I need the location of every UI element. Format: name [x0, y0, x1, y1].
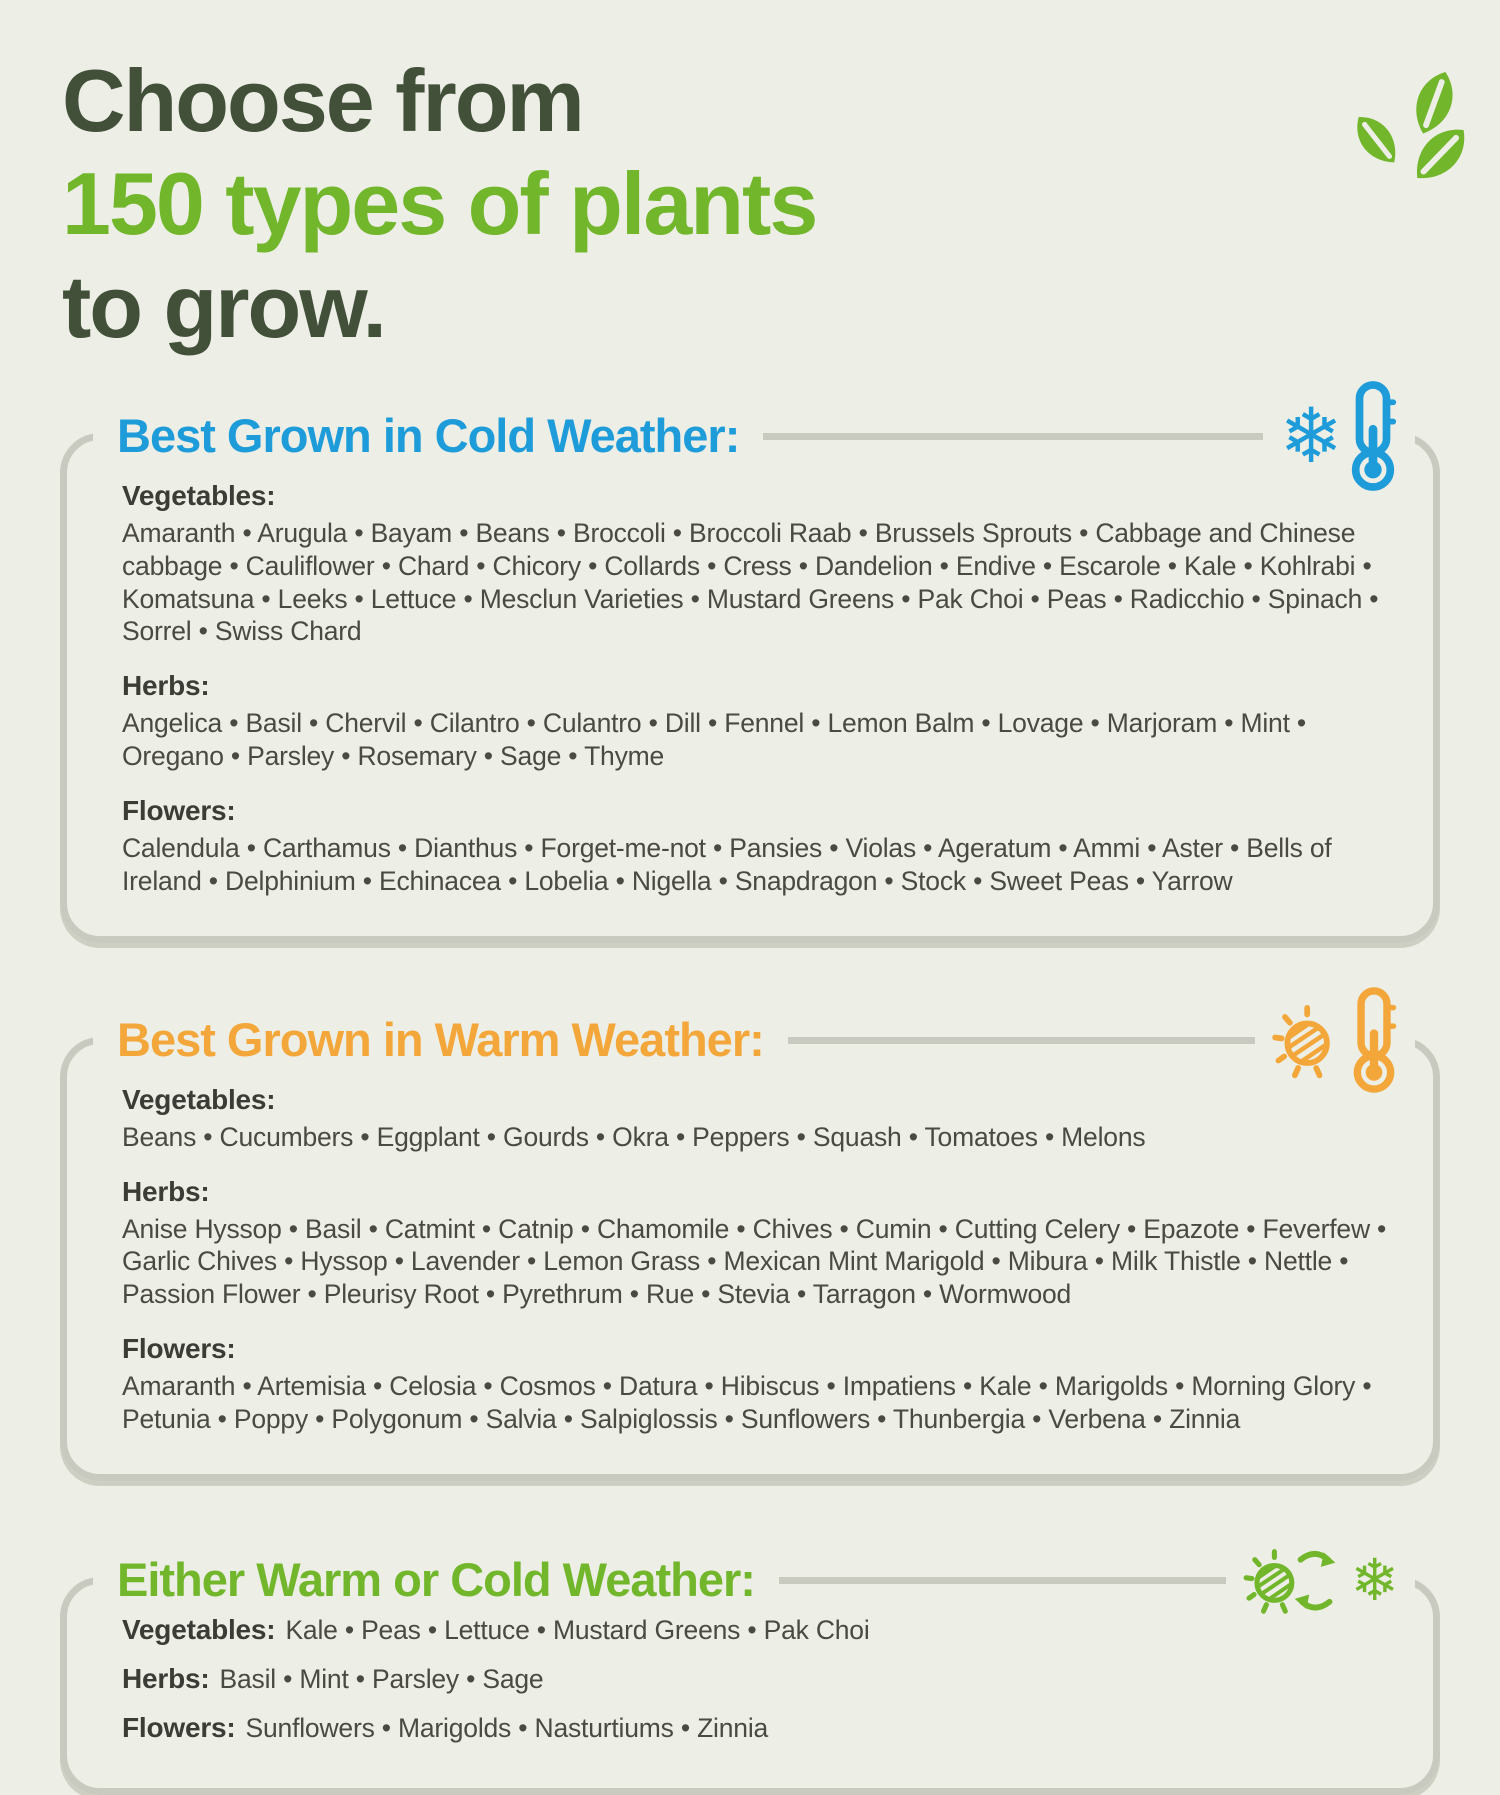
group-label: Flowers: — [122, 1711, 236, 1743]
section-heading: Best Grown in Cold Weather: — [93, 408, 764, 464]
group-items: Sunflowers • Marigolds • Nasturtiums • Z… — [245, 1712, 769, 1743]
group-label: Flowers: — [122, 795, 236, 827]
sun-cycle-icon — [1243, 1549, 1336, 1614]
plant-group: Flowers: Amaranth • Artemisia • Celosia •… — [122, 1333, 1387, 1436]
infographic-page: { "colors": { "background": "#EDEEE6", "… — [0, 50, 1500, 1795]
snowflake-thermometer-icon: ❄ — [1263, 377, 1415, 494]
group-items: Angelica • Basil • Chervil • Cilantro • … — [122, 708, 1306, 772]
sun-snowflake-cycle-icon: ❄ — [1226, 1534, 1415, 1625]
plant-group: Vegetables: Beans • Cucumbers • Eggplant … — [122, 1084, 1387, 1154]
section-either-weather: Either Warm or Cold Weather: — [60, 1534, 1440, 1795]
three-leaves-icon — [1350, 72, 1468, 194]
plant-group: Herbs: Angelica • Basil • Chervil • Cilan… — [122, 670, 1387, 773]
plant-group: Flowers: Calendula • Carthamus • Dianthus… — [122, 795, 1387, 898]
sun-thermometer-icon — [1255, 983, 1415, 1096]
title-line-3: to grow. — [62, 256, 387, 356]
heading-rule — [763, 432, 1263, 439]
plant-group: Herbs: Basil • Mint • Parsley • Sage — [122, 1663, 1387, 1696]
plant-groups: Vegetables: Beans • Cucumbers • Eggplant … — [122, 1084, 1387, 1436]
plant-group: Flowers: Sunflowers • Marigolds • Nasturt… — [122, 1712, 1387, 1745]
group-label: Herbs: — [122, 670, 210, 702]
section-heading: Either Warm or Cold Weather: — [93, 1552, 779, 1608]
page-title: Choose from 150 types of plants to grow. — [62, 50, 1440, 359]
group-label: Herbs: — [122, 1662, 210, 1694]
section-cold-weather: Best Grown in Cold Weather: ❄ Vegetables… — [60, 377, 1440, 943]
group-items: Basil • Mint • Parsley • Sage — [219, 1663, 544, 1694]
plant-group: Herbs: Anise Hyssop • Basil • Catmint • C… — [122, 1176, 1387, 1312]
plant-group: Vegetables: Amaranth • Arugula • Bayam • … — [122, 480, 1387, 648]
thermometer-icon — [1351, 380, 1397, 491]
section-heading-row: Best Grown in Warm Weather: — [93, 983, 1415, 1096]
group-label: Vegetables: — [122, 1083, 276, 1115]
group-items: Anise Hyssop • Basil • Catmint • Catnip … — [122, 1213, 1387, 1310]
section-heading: Best Grown in Warm Weather: — [93, 1012, 788, 1068]
group-label: Flowers: — [122, 1333, 236, 1365]
group-label: Herbs: — [122, 1175, 210, 1207]
snowflake-icon: ❄ — [1350, 1545, 1399, 1614]
sun-icon — [1272, 1004, 1330, 1078]
section-warm-weather: Best Grown in Warm Weather: — [60, 983, 1440, 1481]
heading-rule — [788, 1036, 1255, 1043]
group-items: Amaranth • Artemisia • Celosia • Cosmos … — [122, 1371, 1372, 1435]
plant-groups: Vegetables: Amaranth • Arugula • Bayam • … — [122, 480, 1387, 898]
group-items: Beans • Cucumbers • Eggplant • Gourds • … — [122, 1121, 1146, 1152]
snowflake-icon: ❄ — [1279, 390, 1343, 480]
plant-groups: Vegetables: Kale • Peas • Lettuce • Musta… — [122, 1614, 1387, 1745]
group-label: Vegetables: — [122, 479, 276, 511]
thermometer-icon — [1353, 986, 1397, 1093]
title-line-2: 150 types of plants — [62, 153, 818, 253]
group-items: Amaranth • Arugula • Bayam • Beans • Bro… — [122, 517, 1379, 647]
section-heading-row: Best Grown in Cold Weather: ❄ — [93, 377, 1415, 494]
title-line-1: Choose from — [62, 51, 585, 150]
heading-rule — [779, 1576, 1226, 1583]
group-items: Calendula • Carthamus • Dianthus • Forge… — [122, 833, 1332, 896]
section-heading-row: Either Warm or Cold Weather: — [93, 1534, 1415, 1625]
